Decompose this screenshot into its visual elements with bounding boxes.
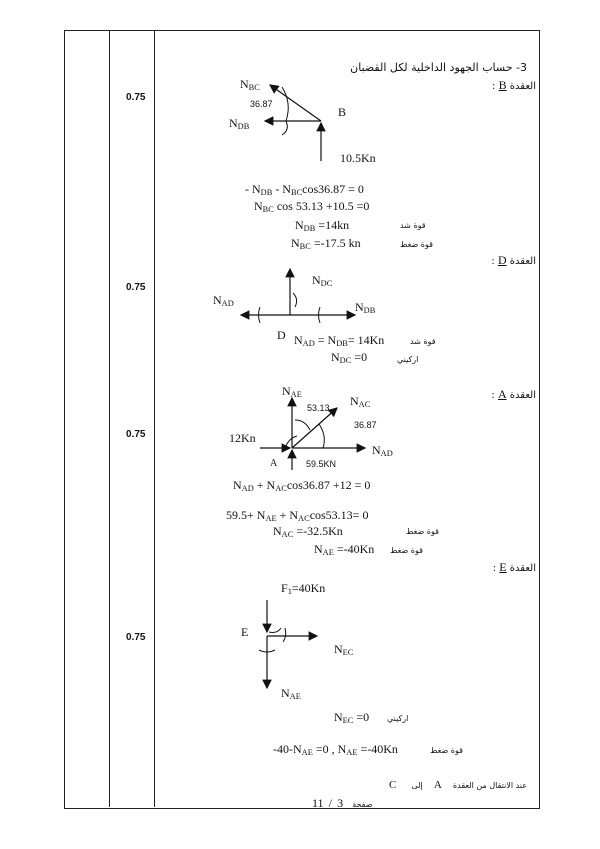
node-e-point-label: E <box>241 625 249 639</box>
node-b-load-label: 10.5Kn <box>340 151 376 165</box>
node-b-result-2: NBC =-17.5 kn <box>291 236 361 251</box>
page-separator: / <box>328 796 332 810</box>
score-node-e: 0.75 <box>126 632 146 643</box>
node-d-result-1: NAD = NDB= 14Kn <box>294 333 385 348</box>
node-b-heading-colon: : <box>492 81 496 92</box>
transition-from: A <box>433 779 442 791</box>
node-d-heading: العقدة D : <box>491 253 536 268</box>
page-label: صفحة <box>352 800 373 809</box>
node-a-nad-label: NAD <box>372 443 393 458</box>
page-total: 11 <box>312 796 324 810</box>
node-a-result-2-note: قوة ضغط <box>390 546 423 555</box>
node-b-heading-letter: B <box>498 78 507 92</box>
node-b-point-label: B <box>338 105 347 119</box>
node-d-ndc-label: NDC <box>312 273 333 288</box>
score-node-a: 0.75 <box>126 429 146 440</box>
node-a-heading: العقدة A : <box>491 387 536 402</box>
node-a-result-1-note: قوة ضغط <box>406 527 439 536</box>
node-b-ndb-label: NDB <box>229 116 250 131</box>
node-e-nec-label: NEC <box>334 642 354 657</box>
column-divider-2 <box>154 30 155 807</box>
node-e-final-note: قوة ضغط <box>430 746 463 755</box>
node-d-result-1-note: قوة شد <box>410 337 436 346</box>
node-a-nae-label: NAE <box>282 384 302 399</box>
node-a-point-label: A <box>270 458 278 469</box>
node-e-result-1: NEC =0 <box>334 710 370 725</box>
node-a-angle-2: 36.87 <box>354 420 377 430</box>
transition-to: C <box>389 779 397 791</box>
node-a-load-v: 59.5KN <box>306 459 337 469</box>
transition-to-label: إلى <box>411 781 423 790</box>
node-e-nae-label: NAE <box>281 686 301 701</box>
node-a-nac-label: NAC <box>350 394 371 409</box>
node-e-diagram <box>258 600 319 690</box>
node-b-nbc-label: NBC <box>240 77 260 92</box>
node-a-heading-letter: A <box>497 387 507 401</box>
node-e-result-1-note: اركيني <box>387 714 409 723</box>
score-node-b: 0.75 <box>126 92 146 103</box>
column-divider-1 <box>109 30 110 807</box>
node-e-force-label: F1=40Kn <box>281 581 326 596</box>
node-d-diagram <box>239 267 357 324</box>
nac-arrow <box>291 407 338 449</box>
node-d-nad-label: NAD <box>213 293 234 308</box>
node-b-diagram <box>263 84 326 161</box>
node-a-equation-1: NAD + NACcos36.87 +12 = 0 <box>233 478 371 493</box>
table-frame <box>64 30 540 809</box>
node-a-diagram <box>260 396 367 470</box>
node-b-angle-label: 36.87 <box>250 99 273 109</box>
node-a-result-2: NAE =-40Kn <box>314 542 375 557</box>
node-d-heading-label: العقدة <box>509 256 536 267</box>
node-d-heading-colon: : <box>491 256 495 267</box>
node-e-heading-colon: : <box>492 563 497 574</box>
node-b-result-2-note: قوة ضغط <box>400 240 433 249</box>
node-e-heading-label: العقدة <box>509 563 536 574</box>
page-number: 3 <box>337 796 344 810</box>
node-d-heading-letter: D <box>497 253 507 267</box>
transition-line: عند الانتقال من العقدة A إلى C <box>379 773 527 792</box>
node-e-heading: العقدة E : <box>493 560 536 575</box>
transition-text: عند الانتقال من العقدة <box>452 781 527 790</box>
node-b-heading-label: العقدة <box>509 81 536 92</box>
node-d-point-label: D <box>277 328 286 342</box>
nbc-arrow <box>269 84 322 122</box>
node-b-result-1: NDB =14kn <box>295 218 350 233</box>
node-a-angle-1: 53.13 <box>307 403 330 413</box>
score-node-d: 0.75 <box>126 282 146 293</box>
node-d-result-2-note: اركيني <box>397 355 419 364</box>
node-d-result-2: NDC =0 <box>331 350 368 365</box>
node-a-result-1: NAC =-32.5Kn <box>273 524 343 539</box>
node-a-heading-label: العقدة <box>509 390 536 401</box>
node-e-heading-letter: E <box>499 560 507 574</box>
node-a-heading-colon: : <box>491 390 495 401</box>
node-d-ndb-label: NDB <box>355 300 376 315</box>
page-footer: 11 / 3 صفحة <box>312 792 372 811</box>
node-a-load-h: 12Kn <box>229 431 256 445</box>
node-b-result-1-note: قوة شد <box>400 221 426 230</box>
angle-arc <box>281 86 289 122</box>
node-a-equation-2: 59.5+ NAE + NACcos53.13= 0 <box>226 508 369 523</box>
node-b-equation-1: - NDB - NBCcos36.87 = 0 <box>245 182 364 197</box>
node-b-heading: العقدة B : <box>492 78 536 93</box>
section-title: 3- حساب الجهود الداخلية لكل القضبان <box>350 61 527 74</box>
node-b-equation-2: NBC cos 53.13 +10.5 =0 <box>254 199 370 214</box>
node-e-final: -40-NAE =0 , NAE =-40Kn <box>273 742 398 757</box>
